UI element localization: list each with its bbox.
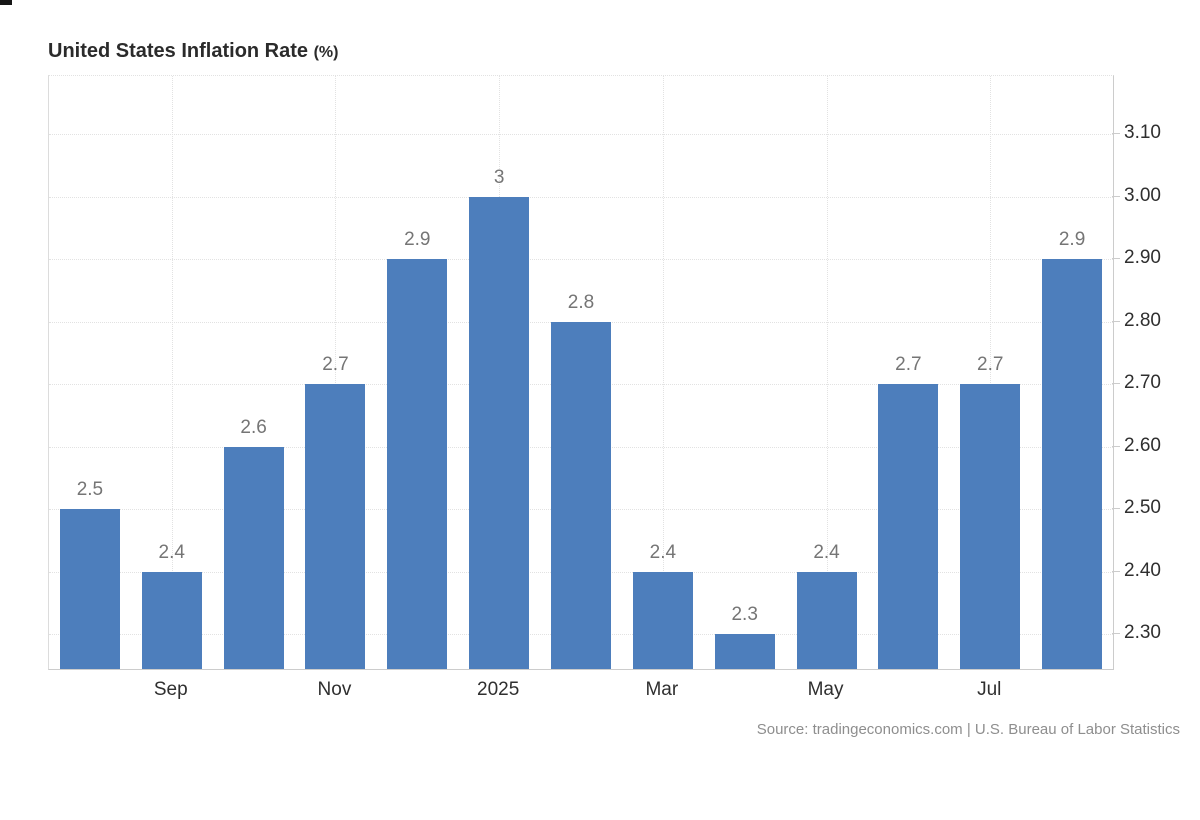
bar-value-label: 2.7 bbox=[322, 354, 349, 376]
y-axis-tick bbox=[1112, 570, 1120, 572]
source-note: Source: tradingeconomics.com | U.S. Bure… bbox=[756, 721, 1180, 738]
y-axis-label: 3.00 bbox=[1124, 184, 1161, 206]
bar-2[interactable] bbox=[223, 446, 284, 669]
bar-4[interactable] bbox=[387, 259, 448, 669]
bar-value-label: 2.7 bbox=[977, 354, 1004, 376]
bar-9[interactable] bbox=[796, 571, 857, 669]
y-axis-label: 2.40 bbox=[1124, 559, 1161, 581]
y-axis-tick bbox=[1112, 258, 1120, 260]
x-gridline bbox=[171, 76, 173, 669]
bar-value-label: 2.9 bbox=[404, 229, 431, 251]
y-axis-tick bbox=[1112, 195, 1120, 197]
y-axis-label: 2.30 bbox=[1124, 622, 1161, 644]
bar-value-label: 2.7 bbox=[895, 354, 922, 376]
x-axis-label: 2025 bbox=[477, 679, 520, 700]
x-axis-label: Mar bbox=[645, 679, 679, 700]
chart-title: United States Inflation Rate (%) bbox=[48, 40, 338, 63]
y-gridline bbox=[49, 134, 1113, 136]
y-axis-label: 2.80 bbox=[1124, 309, 1161, 331]
y-axis-label: 2.90 bbox=[1124, 247, 1161, 269]
x-axis-label: Jul bbox=[977, 679, 1002, 700]
bar-8[interactable] bbox=[714, 634, 775, 669]
bar-value-label: 2.4 bbox=[649, 541, 677, 563]
bar-value-label: 2.9 bbox=[1058, 229, 1086, 251]
bar-value-label: 2.4 bbox=[158, 541, 185, 563]
x-gridline bbox=[990, 76, 992, 669]
bar-value-label: 2.4 bbox=[813, 541, 840, 563]
bar-3[interactable] bbox=[305, 384, 366, 669]
x-gridline bbox=[335, 76, 337, 669]
bar-7[interactable] bbox=[632, 571, 693, 669]
bar-1[interactable] bbox=[141, 571, 202, 669]
bar-value-label: 2.3 bbox=[731, 604, 758, 626]
bar-value-label: 2.5 bbox=[76, 479, 104, 501]
y-axis-tick bbox=[1112, 633, 1120, 635]
y-axis-tick bbox=[1112, 320, 1120, 322]
y-axis-tick bbox=[1112, 508, 1120, 510]
y-axis-label: 2.60 bbox=[1124, 434, 1161, 456]
bar-6[interactable] bbox=[551, 321, 611, 669]
y-axis-tick bbox=[1112, 383, 1120, 385]
x-axis-label: Sep bbox=[153, 679, 188, 700]
bar-10[interactable] bbox=[878, 384, 939, 669]
y-axis-label: 3.10 bbox=[1124, 122, 1161, 144]
bar-value-label: 2.8 bbox=[567, 291, 595, 313]
y-axis-tick bbox=[1112, 133, 1120, 135]
y-axis-label: 2.70 bbox=[1124, 372, 1161, 394]
y-axis-label: 2.50 bbox=[1124, 497, 1161, 519]
x-gridline bbox=[662, 76, 664, 669]
bar-value-label: 3 bbox=[493, 166, 505, 188]
bar-value-label: 2.6 bbox=[240, 416, 267, 438]
x-axis-label: Nov bbox=[317, 679, 352, 700]
bar-11[interactable] bbox=[960, 384, 1021, 669]
x-axis-label: May bbox=[807, 679, 844, 700]
x-gridline bbox=[826, 76, 828, 669]
bar-0[interactable] bbox=[59, 509, 120, 669]
chart-title-unit: (%) bbox=[313, 44, 339, 61]
y-gridline bbox=[49, 196, 1113, 198]
bar-5[interactable] bbox=[469, 196, 530, 669]
corner-artifact bbox=[0, 0, 12, 5]
bar-12[interactable] bbox=[1042, 259, 1103, 669]
y-gridline bbox=[49, 259, 1113, 261]
plot-area: 2.5 2.4 2.6 2.7 2.9 3 2.8 2.4 2.3 2.4 2.7 2.7 2.9 bbox=[48, 75, 1114, 670]
chart-title-text: United States Inflation Rate bbox=[48, 40, 309, 62]
y-axis-tick bbox=[1112, 445, 1120, 447]
